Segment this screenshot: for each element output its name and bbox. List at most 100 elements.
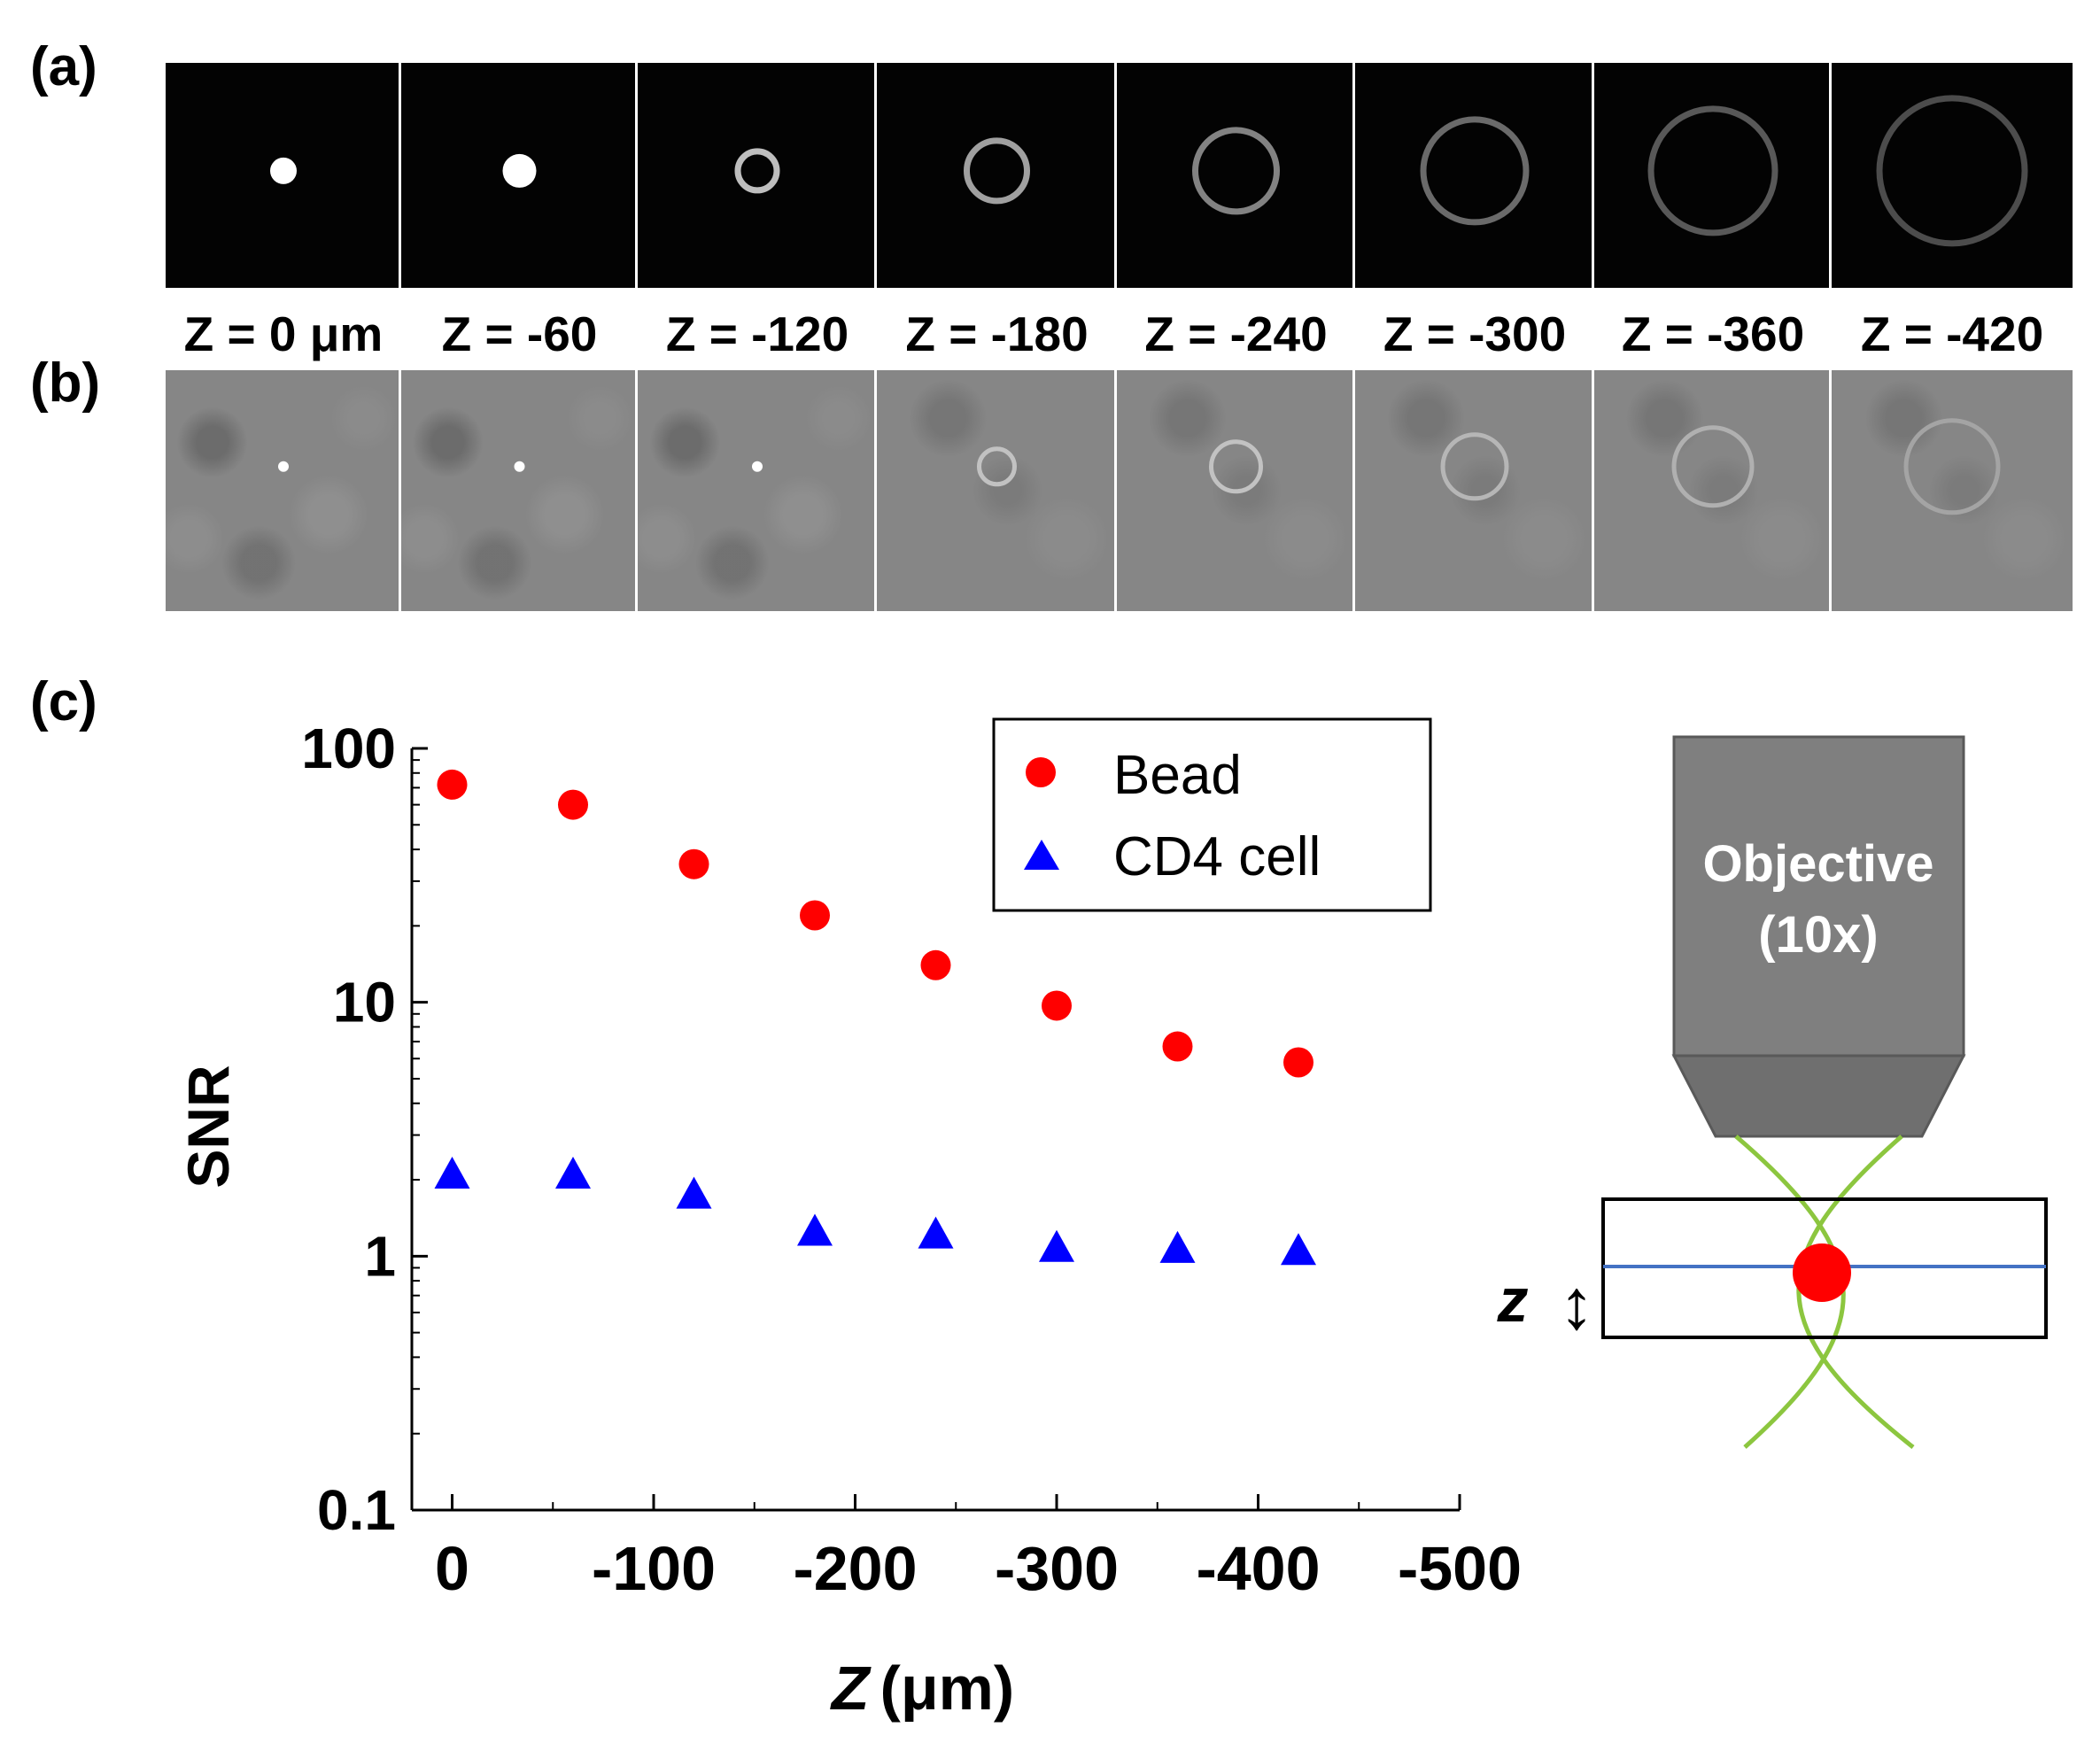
legend-cd4-marker: [1024, 840, 1059, 870]
cell-image-texture: [1594, 370, 1829, 611]
cd4-cell-point: [918, 1216, 954, 1249]
bead-point: [1042, 990, 1072, 1021]
cell-image-texture: [166, 370, 399, 611]
bead-spot: [734, 148, 780, 194]
chart-axes: 0.1 1 10 100 0 -100 -200 -300 -400 -500: [301, 717, 1522, 1603]
beam-right: [1796, 1135, 1915, 1449]
bead-point: [1283, 1047, 1313, 1078]
bead-spot: [964, 137, 1030, 205]
bead-point: [1162, 1031, 1193, 1062]
bead: [1793, 1243, 1851, 1302]
bead-point: [437, 769, 468, 800]
cell-spot: [977, 446, 1017, 487]
bead-point: [678, 848, 709, 879]
snr-chart: 0.1 1 10 100 0 -100 -200 -300 -400 -500 SNR Z (μm)…: [175, 717, 1522, 1723]
cd4-cell-point: [434, 1156, 470, 1189]
panel-label-b: (b): [30, 352, 101, 414]
panel-label-a: (a): [30, 36, 97, 97]
x-tick-label: -100: [592, 1534, 716, 1603]
bead-image-0: [166, 63, 401, 288]
x-axis-label-symbol: Z: [830, 1654, 872, 1723]
z-label: Z = -360: [1621, 306, 1805, 361]
bead-spot: [270, 157, 297, 184]
cell-image-texture: [877, 370, 1114, 611]
y-tick-label: 100: [301, 717, 396, 780]
bead-spot: [502, 153, 537, 188]
bead-image-4: [1117, 63, 1355, 288]
x-tick-label: -300: [995, 1534, 1119, 1603]
cell-image-6: [1594, 370, 1832, 611]
cd4-cell-point: [1039, 1229, 1074, 1262]
x-tick-label: 0: [435, 1534, 469, 1603]
cell-spot: [1671, 425, 1755, 508]
x-axis-label: Z (μm): [830, 1654, 1014, 1723]
z-label: Z = -120: [665, 306, 849, 361]
bead-point: [920, 949, 951, 980]
cell-spot: [1903, 418, 2001, 515]
cd4-cell-point: [1159, 1230, 1196, 1263]
cell-image-1: [401, 370, 638, 611]
cell-spot: [278, 461, 289, 472]
cell-spot: [1209, 439, 1263, 494]
bead-image-3: [877, 63, 1117, 288]
bead-image-6: [1594, 63, 1832, 288]
bead-spot: [1420, 116, 1530, 226]
cell-image-texture: [1355, 370, 1592, 611]
objective-label-line2: (10x): [1758, 906, 1878, 964]
y-tick-label: 10: [333, 971, 396, 1034]
cd4-cell-point: [555, 1156, 591, 1189]
objective-label-line1: Objective: [1702, 835, 1933, 893]
x-tick-label: -400: [1196, 1534, 1320, 1603]
bead-image-strip: [166, 63, 2073, 288]
z-label: Z = -180: [905, 306, 1089, 361]
cell-spot: [1440, 432, 1509, 501]
bead-spot: [1192, 127, 1280, 215]
cd4-cell-point: [797, 1213, 833, 1246]
bead-spot: [1647, 105, 1778, 236]
cell-image-2: [638, 370, 877, 611]
objective-schematic: Objective (10x) z ↕: [1497, 735, 2048, 1449]
y-tick-label: 1: [364, 1224, 396, 1288]
cell-image-3: [877, 370, 1117, 611]
cell-image-strip: [166, 370, 2073, 611]
legend-cd4-label: CD4 cell: [1113, 826, 1321, 887]
cell-spot: [514, 461, 525, 472]
cell-image-5: [1355, 370, 1594, 611]
cell-image-texture: [1832, 370, 2073, 611]
cell-image-7: [1832, 370, 2073, 611]
z-label: Z = -240: [1144, 306, 1328, 361]
cell-image-texture: [401, 370, 635, 611]
objective-nose: [1671, 1054, 1966, 1138]
cell-image-4: [1117, 370, 1355, 611]
cell-image-0: [166, 370, 401, 611]
cell-image-texture: [638, 370, 874, 611]
bead-point: [800, 900, 830, 931]
z-label: Z = -60: [441, 306, 598, 361]
cell-spot: [752, 461, 763, 472]
x-tick-label: -500: [1398, 1534, 1522, 1603]
x-tick-label: -200: [793, 1534, 917, 1603]
chart-marks: [434, 769, 1316, 1266]
legend: Bead CD4 cell: [992, 717, 1432, 912]
panel-label-c: (c): [30, 671, 97, 732]
y-tick-label: 0.1: [317, 1478, 396, 1542]
bead-image-5: [1355, 63, 1594, 288]
x-axis-label-unit: (μm): [880, 1654, 1015, 1723]
objective-body: [1672, 735, 1965, 1057]
z-symbol: z: [1497, 1266, 1529, 1335]
bead-point: [558, 789, 588, 820]
bead-spot: [1876, 95, 2028, 247]
bead-image-1: [401, 63, 638, 288]
beam-left: [1734, 1135, 1846, 1449]
cd4-cell-point: [1281, 1233, 1316, 1266]
bead-image-7: [1832, 63, 2073, 288]
legend-bead-label: Bead: [1113, 745, 1242, 806]
z-label: Z = -300: [1383, 306, 1567, 361]
bead-image-2: [638, 63, 877, 288]
legend-bead-marker: [1026, 757, 1056, 787]
z-label: Z = -420: [1860, 306, 2044, 361]
z-label: Z = 0 μm: [183, 306, 384, 361]
y-axis-label: SNR: [175, 1065, 241, 1188]
cd4-cell-point: [676, 1176, 712, 1209]
z-arrow-icon: ↕: [1559, 1265, 1594, 1344]
